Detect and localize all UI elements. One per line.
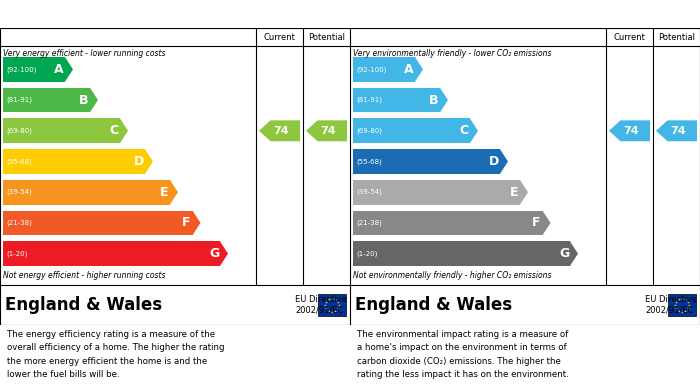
Bar (353, 57, 415, 82)
Text: C: C (459, 124, 468, 137)
Text: (81-91): (81-91) (356, 97, 382, 103)
Bar (318, 294, 346, 316)
Polygon shape (306, 120, 347, 141)
Bar (668, 294, 696, 316)
Polygon shape (145, 149, 153, 174)
Polygon shape (65, 57, 73, 82)
Bar (353, 149, 500, 174)
Polygon shape (120, 118, 128, 143)
Text: (39-54): (39-54) (356, 189, 382, 196)
Polygon shape (259, 120, 300, 141)
Text: Energy Efficiency Rating: Energy Efficiency Rating (6, 7, 188, 20)
Text: G: G (209, 247, 219, 260)
Text: E: E (160, 186, 168, 199)
Text: 74: 74 (624, 126, 639, 136)
Bar (3, 149, 145, 174)
Text: England & Wales: England & Wales (355, 296, 512, 314)
Text: D: D (489, 155, 499, 168)
Text: Environmental Impact (CO₂) Rating: Environmental Impact (CO₂) Rating (355, 7, 617, 20)
Text: Very energy efficient - lower running costs: Very energy efficient - lower running co… (3, 49, 165, 58)
Text: B: B (79, 93, 89, 107)
Polygon shape (470, 118, 478, 143)
Polygon shape (609, 120, 650, 141)
Text: Potential: Potential (308, 32, 345, 41)
Text: (1-20): (1-20) (356, 250, 377, 257)
Polygon shape (440, 88, 448, 112)
Text: C: C (109, 124, 118, 137)
Polygon shape (500, 149, 508, 174)
Bar (353, 118, 470, 143)
Text: (92-100): (92-100) (356, 66, 386, 73)
Text: (1-20): (1-20) (6, 250, 27, 257)
Text: (81-91): (81-91) (6, 97, 32, 103)
Text: Current: Current (264, 32, 295, 41)
Polygon shape (542, 211, 550, 235)
Polygon shape (170, 180, 178, 204)
Text: A: A (54, 63, 64, 76)
Text: Potential: Potential (658, 32, 695, 41)
Text: F: F (532, 217, 540, 230)
Polygon shape (90, 88, 98, 112)
Bar (3, 180, 170, 204)
Text: (69-80): (69-80) (6, 127, 32, 134)
Text: 74: 74 (671, 126, 686, 136)
Text: F: F (182, 217, 190, 230)
Bar (3, 211, 193, 235)
Bar (353, 241, 570, 266)
Text: (39-54): (39-54) (6, 189, 32, 196)
Text: England & Wales: England & Wales (5, 296, 162, 314)
Text: (69-80): (69-80) (356, 127, 382, 134)
Bar (353, 88, 440, 112)
Text: E: E (510, 186, 518, 199)
Bar (353, 211, 542, 235)
Text: The energy efficiency rating is a measure of the
overall efficiency of a home. T: The energy efficiency rating is a measur… (7, 330, 225, 379)
Text: (21-38): (21-38) (356, 220, 382, 226)
Text: G: G (559, 247, 569, 260)
Text: Not environmentally friendly - higher CO₂ emissions: Not environmentally friendly - higher CO… (353, 271, 552, 280)
Polygon shape (520, 180, 528, 204)
Text: Not energy efficient - higher running costs: Not energy efficient - higher running co… (3, 271, 165, 280)
Text: (21-38): (21-38) (6, 220, 32, 226)
Text: B: B (429, 93, 439, 107)
Text: Current: Current (614, 32, 645, 41)
Bar (3, 57, 65, 82)
Text: EU Directive
2002/91/EC: EU Directive 2002/91/EC (295, 295, 347, 315)
Bar (3, 118, 120, 143)
Text: A: A (404, 63, 414, 76)
Polygon shape (656, 120, 697, 141)
Polygon shape (193, 211, 200, 235)
Bar (3, 241, 220, 266)
Polygon shape (570, 241, 578, 266)
Bar (353, 180, 520, 204)
Text: (92-100): (92-100) (6, 66, 36, 73)
Polygon shape (220, 241, 228, 266)
Text: (55-68): (55-68) (356, 158, 382, 165)
Text: 74: 74 (321, 126, 336, 136)
Text: EU Directive
2002/91/EC: EU Directive 2002/91/EC (645, 295, 697, 315)
Text: The environmental impact rating is a measure of
a home's impact on the environme: The environmental impact rating is a mea… (357, 330, 568, 379)
Text: D: D (134, 155, 144, 168)
Text: 74: 74 (274, 126, 289, 136)
Bar (3, 88, 90, 112)
Polygon shape (415, 57, 423, 82)
Text: (55-68): (55-68) (6, 158, 32, 165)
Text: Very environmentally friendly - lower CO₂ emissions: Very environmentally friendly - lower CO… (353, 49, 552, 58)
